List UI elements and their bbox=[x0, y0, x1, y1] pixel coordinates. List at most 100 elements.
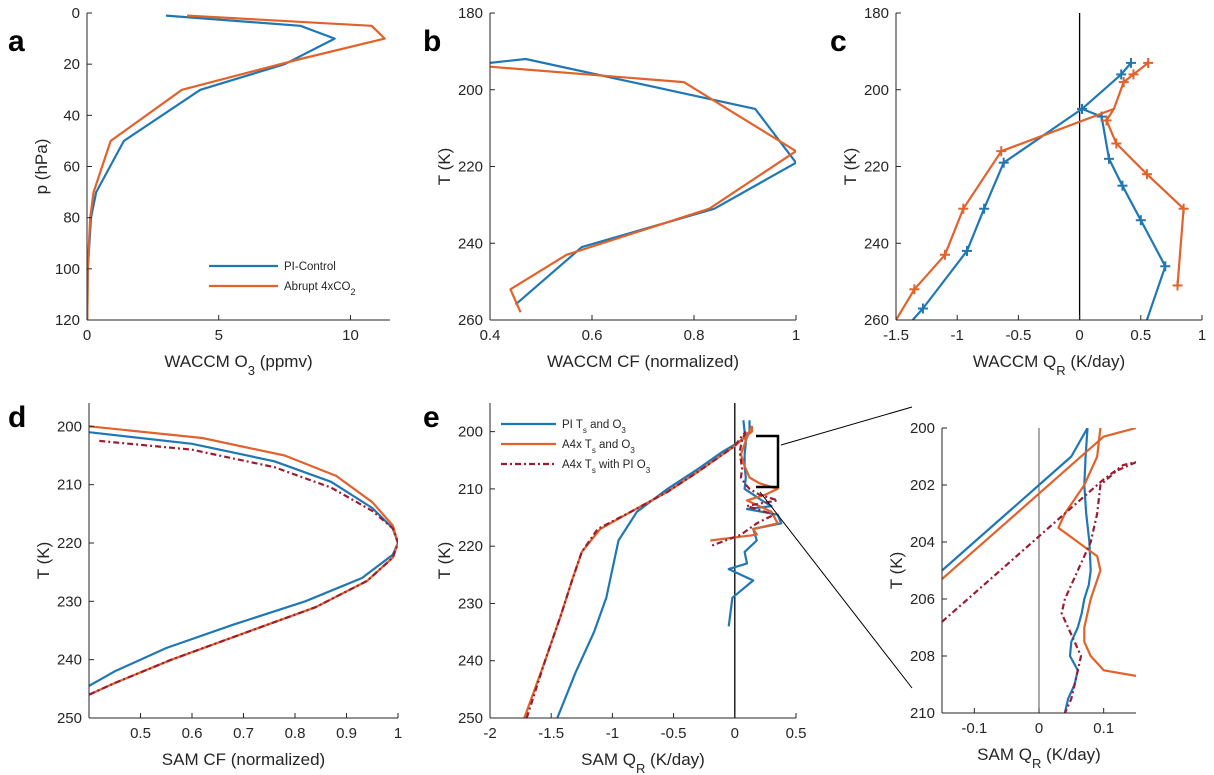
y-tick-label: 0 bbox=[72, 5, 80, 22]
plus-marker bbox=[961, 245, 972, 256]
plus-marker bbox=[1160, 261, 1171, 272]
plus-marker bbox=[1101, 115, 1112, 126]
plus-marker bbox=[939, 249, 950, 260]
y-tick-label: 250 bbox=[57, 710, 82, 727]
y-tick-label: 260 bbox=[458, 312, 483, 329]
x-tick-label: -1.5 bbox=[538, 725, 564, 742]
x-tick-label: -1 bbox=[951, 327, 964, 344]
series-line bbox=[1080, 62, 1167, 320]
y-tick-label: 200 bbox=[458, 82, 483, 99]
plus-marker bbox=[998, 157, 1009, 168]
y-tick-label: 220 bbox=[864, 159, 889, 176]
y-tick-label: 200 bbox=[910, 420, 935, 437]
y-tick-label: 240 bbox=[458, 235, 483, 252]
plus-marker bbox=[1103, 153, 1114, 164]
y-tick-label: 200 bbox=[458, 424, 483, 441]
plus-marker bbox=[1141, 169, 1152, 180]
y-axis-label: T (K) bbox=[887, 552, 906, 589]
series-line bbox=[942, 428, 1136, 580]
panel-letter: c bbox=[830, 25, 847, 58]
panel-e-inset: 200 202 204 206 208 210 -0.1 0 0.1 SAM QR (K/day)… bbox=[887, 420, 1136, 771]
x-tick-label: -0.1 bbox=[961, 720, 987, 737]
x-tick-label: 0.6 bbox=[182, 725, 203, 742]
plus-marker bbox=[1118, 77, 1129, 88]
plus-marker bbox=[996, 146, 1007, 157]
series-line bbox=[1060, 461, 1136, 713]
x-tick-label: 0.5 bbox=[1130, 327, 1151, 344]
plus-marker bbox=[1178, 203, 1189, 214]
x-tick-label: 5 bbox=[215, 327, 223, 344]
x-tick-label: -1.5 bbox=[883, 327, 909, 344]
x-tick-label: -1 bbox=[606, 725, 619, 742]
y-tick-label: 180 bbox=[864, 5, 889, 22]
x-tick-label: -0.5 bbox=[1005, 327, 1031, 344]
x-tick-label: 0.6 bbox=[582, 327, 603, 344]
series-line bbox=[911, 107, 1083, 320]
series-line bbox=[727, 420, 783, 627]
zoom-line-top bbox=[780, 406, 913, 446]
panel-letter: b bbox=[423, 25, 441, 58]
series-line bbox=[1057, 428, 1136, 677]
legend: PI Ts and O3 A4x Ts and O3 A4x Ts with PI … bbox=[501, 419, 651, 475]
y-tick-label: 120 bbox=[55, 312, 80, 329]
plus-marker bbox=[1135, 215, 1146, 226]
x-tick-label: 0.8 bbox=[285, 725, 306, 742]
x-axis-label: WACCM CF (normalized) bbox=[547, 352, 739, 371]
y-tick-label: 40 bbox=[63, 107, 80, 124]
legend-label: PI-Control bbox=[284, 261, 336, 273]
y-tick-label: 230 bbox=[458, 595, 483, 612]
x-axis-label: SAM CF (normalized) bbox=[162, 750, 325, 769]
y-axis-label: T (K) bbox=[435, 148, 454, 185]
x-tick-label: 0.4 bbox=[480, 327, 501, 344]
x-tick-label: 0.5 bbox=[786, 725, 807, 742]
y-tick-label: 208 bbox=[910, 648, 935, 665]
plus-marker bbox=[1117, 180, 1128, 191]
series-line bbox=[87, 14, 386, 320]
y-tick-label: 206 bbox=[910, 591, 935, 608]
y-tick-label: 200 bbox=[57, 418, 82, 435]
plus-marker bbox=[979, 203, 990, 214]
panel-d: 200 210 220 230 240 250 0.5 0.6 0.7 0.8 0.9 1 SAM CF… bbox=[8, 401, 402, 769]
zoom-line-bottom bbox=[759, 491, 913, 689]
series-line bbox=[89, 425, 398, 696]
plus-marker bbox=[1172, 280, 1183, 291]
series-line bbox=[942, 461, 1136, 623]
zoom-connector bbox=[756, 406, 913, 689]
plus-marker bbox=[1116, 69, 1127, 80]
y-tick-label: 210 bbox=[458, 481, 483, 498]
plus-marker bbox=[1111, 138, 1122, 149]
y-tick-label: 20 bbox=[63, 56, 80, 73]
legend: PI-Control Abrupt 4xCO2 bbox=[209, 261, 356, 297]
plus-marker bbox=[1077, 103, 1088, 114]
series-line bbox=[1063, 428, 1092, 713]
series-line bbox=[942, 428, 1089, 572]
series-line bbox=[89, 431, 398, 687]
y-axis-label: p (hPa) bbox=[32, 139, 51, 195]
x-tick-label: 0 bbox=[1035, 720, 1043, 737]
y-tick-label: 230 bbox=[57, 593, 82, 610]
x-tick-label: 0.7 bbox=[233, 725, 254, 742]
plus-marker bbox=[1143, 57, 1154, 68]
y-tick-label: 204 bbox=[910, 534, 935, 551]
x-tick-label: 0.5 bbox=[130, 725, 151, 742]
x-axis-label: SAM QR (K/day) bbox=[581, 750, 705, 775]
x-tick-label: 0.9 bbox=[336, 725, 357, 742]
y-tick-label: 250 bbox=[458, 710, 483, 727]
y-tick-label: 202 bbox=[910, 477, 935, 494]
legend-label: A4x Ts with PI O3 bbox=[562, 459, 651, 475]
plus-marker bbox=[1128, 69, 1139, 80]
x-tick-label: 1 bbox=[792, 327, 800, 344]
y-axis-label: T (K) bbox=[435, 542, 454, 579]
x-tick-label: 0.1 bbox=[1093, 720, 1114, 737]
y-tick-label: 240 bbox=[458, 653, 483, 670]
x-tick-label: 1 bbox=[394, 725, 402, 742]
y-tick-label: 220 bbox=[458, 538, 483, 555]
legend-label: A4x Ts and O3 bbox=[562, 439, 635, 455]
x-axis-label: WACCM QR (K/day) bbox=[973, 352, 1125, 378]
series-line bbox=[89, 439, 398, 696]
series-line bbox=[87, 14, 336, 320]
y-tick-label: 80 bbox=[63, 210, 80, 227]
